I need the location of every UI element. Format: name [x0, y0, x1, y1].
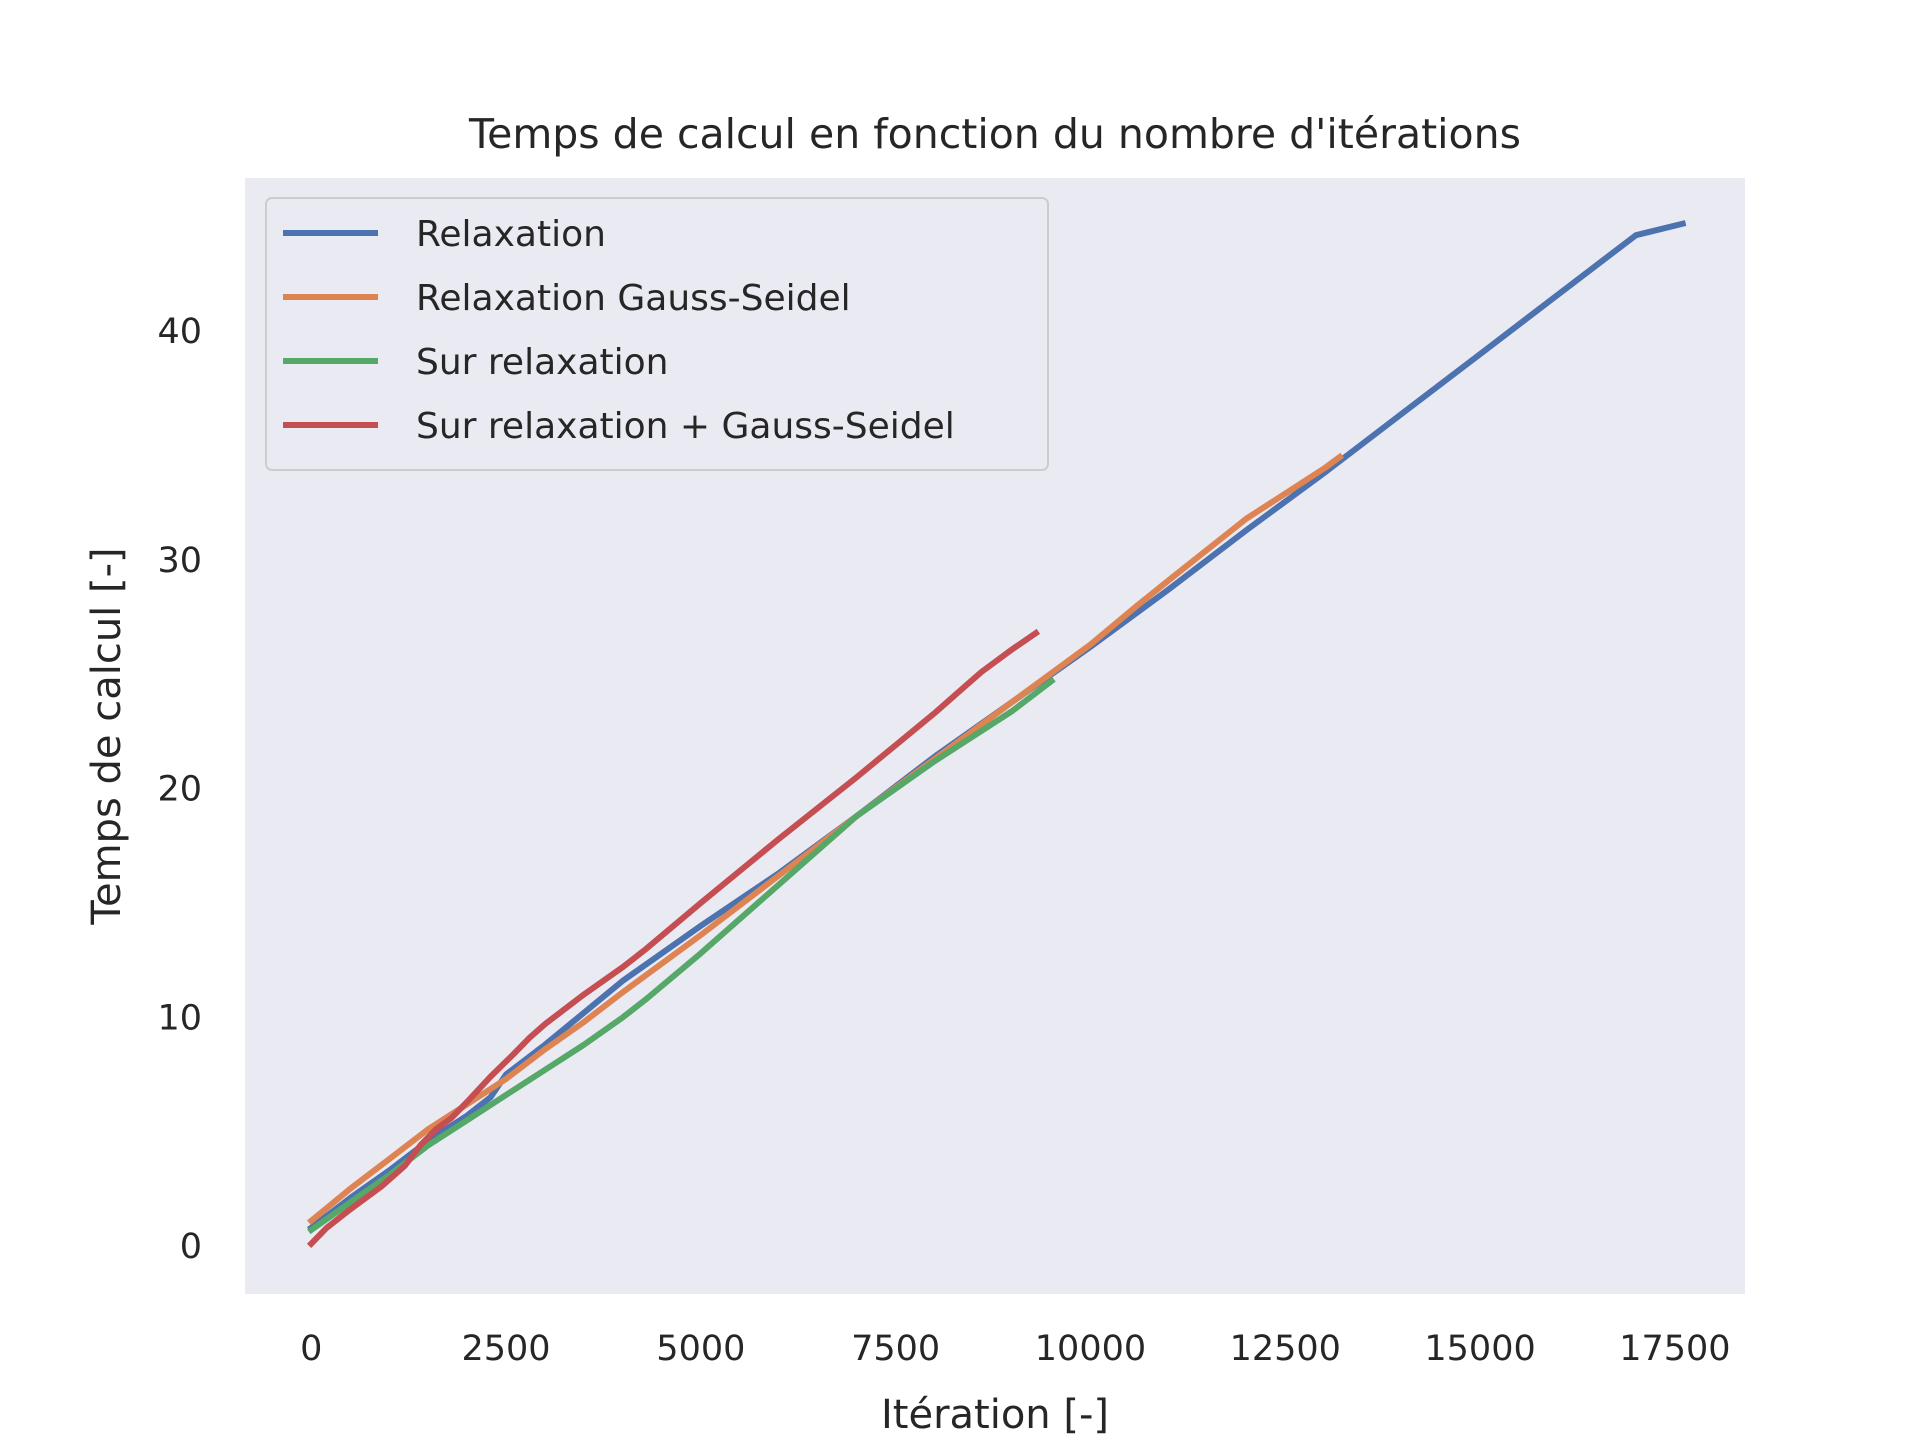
x-tick-label: 2500 — [461, 1329, 550, 1369]
x-axis-label: Itération [-] — [881, 1392, 1109, 1438]
x-tick-label: 0 — [300, 1329, 322, 1369]
series-line-2 — [306, 452, 1344, 1226]
series-line-4 — [306, 628, 1041, 1248]
x-tick-label: 15000 — [1424, 1329, 1535, 1369]
legend-label-4: Sur relaxation + Gauss-Seidel — [416, 406, 955, 447]
y-tick-label: 30 — [157, 541, 202, 581]
legend-label-2: Relaxation Gauss-Seidel — [416, 278, 851, 319]
series-layer — [306, 220, 1687, 1248]
x-tick-label: 5000 — [656, 1329, 745, 1369]
y-tick-label: 10 — [157, 998, 202, 1038]
y-tick-label: 20 — [157, 770, 202, 810]
legend: Relaxation Relaxation Gauss-Seidel Sur rel… — [265, 197, 1049, 471]
y-tick-label: 0 — [180, 1227, 202, 1267]
x-tick-label: 7500 — [851, 1329, 940, 1369]
y-tick-label: 40 — [157, 312, 202, 352]
x-tick-label: 17500 — [1619, 1329, 1730, 1369]
legend-items: Relaxation Relaxation Gauss-Seidel Sur rel… — [283, 214, 955, 447]
x-tick-label: 12500 — [1230, 1329, 1341, 1369]
x-tick-label: 10000 — [1035, 1329, 1146, 1369]
y-axis-ticks: 0 10 20 30 40 — [157, 312, 202, 1267]
chart-title: Temps de calcul en fonction du nombre d'… — [468, 110, 1521, 158]
legend-frame — [265, 197, 1049, 471]
y-axis-label: Temps de calcul [-] — [84, 547, 130, 925]
legend-label-1: Relaxation — [416, 214, 606, 255]
legend-label-3: Sur relaxation — [416, 342, 668, 383]
x-axis-ticks: 0 2500 5000 7500 10000 12500 15000 17500 — [300, 1329, 1730, 1369]
